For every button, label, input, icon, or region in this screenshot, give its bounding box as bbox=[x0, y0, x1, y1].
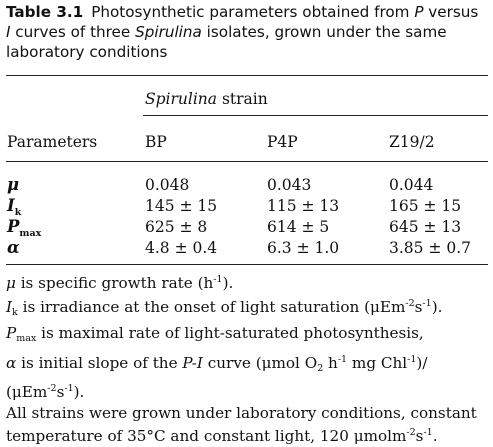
table-cell: 0.048 bbox=[145, 176, 190, 194]
footnote-alpha-units: (μEm-2s-1). bbox=[6, 383, 85, 401]
table-cell: 145 ± 15 bbox=[145, 197, 218, 215]
caption-text: isolates, grown under the same bbox=[201, 23, 447, 41]
footnote-mu: μ is specific growth rate (h-1). bbox=[6, 274, 234, 292]
table-cell: 3.85 ± 0.7 bbox=[389, 239, 472, 257]
footnote-ik: Ik is irradiance at the onset of light s… bbox=[6, 297, 443, 318]
caption-genus: Spirulina bbox=[135, 23, 202, 41]
header-rule bbox=[6, 161, 488, 162]
caption-line-2: I curves of three Spirulina isolates, gr… bbox=[6, 22, 488, 42]
table-cell: 4.8 ± 0.4 bbox=[145, 239, 218, 257]
caption-i-symbol: I bbox=[6, 23, 11, 41]
footnote-alpha: α is initial slope of the P-I curve (μmo… bbox=[6, 353, 428, 374]
row-symbol-mu: μ bbox=[7, 175, 20, 194]
table-cell: 0.043 bbox=[267, 176, 312, 194]
caption-text: curves of three bbox=[10, 23, 136, 41]
table-cell: 0.044 bbox=[389, 176, 434, 194]
caption-text: versus bbox=[423, 3, 479, 21]
group-header-text: strain bbox=[217, 90, 268, 108]
table-caption: Table 3.1 Photosynthetic parameters obtai… bbox=[6, 2, 488, 62]
top-rule bbox=[6, 75, 488, 76]
caption-line-3: laboratory conditions bbox=[6, 43, 168, 61]
table-footnotes: μ is specific growth rate (h-1). Ik is i… bbox=[6, 270, 488, 447]
table-cell: 115 ± 13 bbox=[267, 197, 340, 215]
table-cell: 165 ± 15 bbox=[389, 197, 462, 215]
table-cell: 645 ± 13 bbox=[389, 218, 462, 236]
caption-p-symbol: P bbox=[414, 3, 424, 21]
table-cell: 625 ± 8 bbox=[145, 218, 208, 236]
column-header-z19-2: Z19/2 bbox=[389, 133, 435, 151]
caption-line-1: Table 3.1 Photosynthetic parameters obtai… bbox=[6, 2, 488, 22]
caption-text: Photosynthetic parameters obtained from bbox=[91, 3, 415, 21]
group-header: Spirulina strain bbox=[145, 89, 268, 109]
table-cell: 614 ± 5 bbox=[267, 218, 330, 236]
bottom-rule bbox=[6, 264, 488, 265]
table-label: Table 3.1 bbox=[6, 3, 84, 21]
footnote-pmax: Pmax is maximal rate of light-saturated … bbox=[6, 324, 424, 344]
column-header-p4p: P4P bbox=[267, 133, 298, 151]
row-symbol-alpha: α bbox=[7, 238, 20, 257]
row-symbol-ik: Ik bbox=[7, 196, 22, 218]
footnote-conditions-2: temperature of 35°C and constant light, … bbox=[6, 427, 438, 445]
column-header-parameters: Parameters bbox=[7, 133, 98, 151]
group-header-rule bbox=[143, 115, 488, 116]
row-symbol-pmax: Pmax bbox=[7, 217, 42, 239]
table-cell: 6.3 ± 1.0 bbox=[267, 239, 340, 257]
group-header-genus: Spirulina bbox=[145, 90, 218, 108]
footnote-conditions-1: All strains were grown under laboratory … bbox=[6, 403, 477, 422]
column-header-bp: BP bbox=[145, 133, 167, 151]
